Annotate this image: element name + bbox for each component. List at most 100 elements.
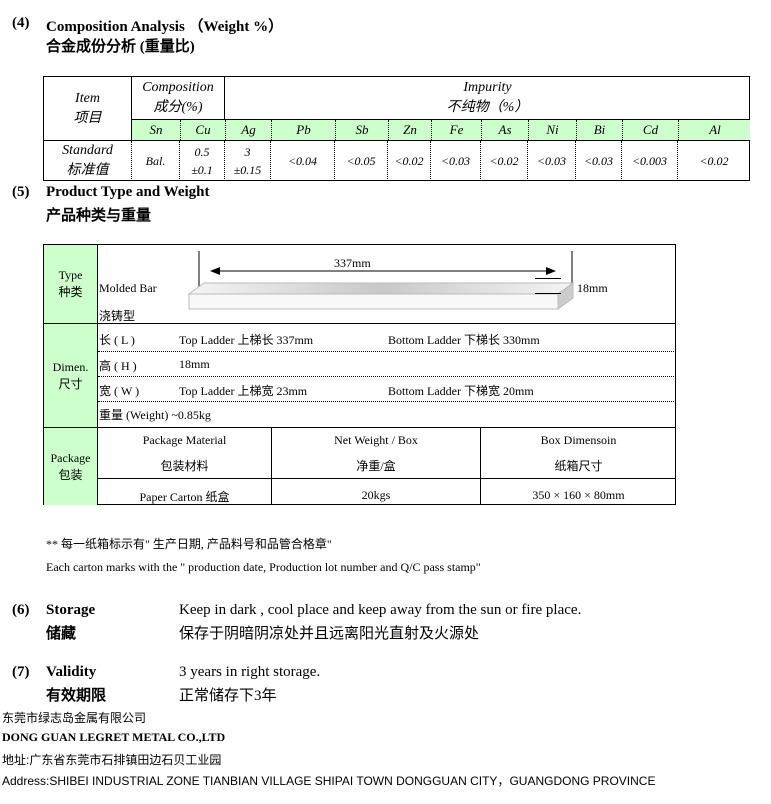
weight-value: 重量 (Weight) ~0.85kg xyxy=(99,408,211,422)
dimension-top: Top Ladder 上梯长 337mm xyxy=(179,333,314,347)
value-line: Bal. xyxy=(145,154,166,168)
section-4-title-cn: 合金成份分析 (重量比) xyxy=(46,39,195,55)
section-7-number: (7) xyxy=(12,664,30,680)
item-cn: 项目 xyxy=(73,110,102,126)
validity-title-cn: 有效期限 xyxy=(46,688,107,704)
bar-height-label: 18mm xyxy=(577,281,608,295)
divider xyxy=(97,478,676,479)
carton-note-en: Each carton marks with the " production … xyxy=(46,560,481,574)
composition-en: Composition xyxy=(142,80,214,95)
standard-values-row: Bal. 0.5 ±0.1 3 ±0.15 <0.04 <0.05 <0.02 <0.03 <0.… xyxy=(131,140,750,181)
impurity-en: Impurity xyxy=(463,80,512,95)
element-header-bi: Bi xyxy=(576,120,622,140)
package-header: 纸箱尺寸 xyxy=(554,459,603,473)
element-header-sn: Sn xyxy=(149,122,163,137)
standard-value-bi: <0.03 xyxy=(575,141,621,181)
divider xyxy=(480,427,481,505)
value-line: <0.03 xyxy=(440,154,471,168)
standard-cn: 标准值 xyxy=(66,163,109,178)
divider xyxy=(98,401,676,402)
value-line: 3 xyxy=(244,145,251,159)
composition-table: Item 项目 Composition 成分(%) Impurity 不纯物（%） S… xyxy=(43,76,750,181)
dimension-bottom: Bottom Ladder 下梯宽 20mm xyxy=(388,384,534,398)
value-line: <0.02 xyxy=(394,154,424,168)
product-table: Type 种类 Dimen. 尺寸 Package 包装 Molded Bar 浇铸型… xyxy=(43,244,676,505)
divider xyxy=(98,376,676,377)
type-value-en: Molded Bar xyxy=(99,281,157,295)
element-header-sb: Sb xyxy=(335,120,388,140)
type-value-cn: 浇铸型 xyxy=(99,309,136,323)
value-line: ±0.15 xyxy=(233,163,262,177)
standard-value-ag: 3 ±0.15 xyxy=(224,141,270,181)
value-line: ±0.1 xyxy=(191,163,213,177)
dimension-label: 长 ( L ) xyxy=(99,333,135,347)
package-header: 包装材料 xyxy=(160,459,209,473)
value-line: <0.03 xyxy=(583,154,614,168)
element-header-as: As xyxy=(481,120,528,140)
package-header: Box Dimensoin xyxy=(540,433,617,447)
address-cn: 地址:广东省东莞市石排镇田边石贝工业园 xyxy=(2,753,222,767)
type-cn: 种类 xyxy=(58,285,83,299)
section-5-title-cn: 产品种类与重量 xyxy=(46,208,152,224)
dimension-label: 高 ( H ) xyxy=(99,359,137,373)
standard-value-fe: <0.03 xyxy=(430,141,480,181)
storage-text: Keep in dark , cool place and keep away … xyxy=(179,602,582,618)
validity-text: 3 years in right storage. xyxy=(179,664,321,680)
height-mark xyxy=(535,293,561,294)
divider xyxy=(97,323,676,324)
package-label: Package 包装 xyxy=(44,427,97,505)
divider xyxy=(271,427,272,505)
item-en: Item xyxy=(75,90,100,106)
section-4-number: (4) xyxy=(12,15,30,31)
storage-title: Storage xyxy=(46,602,96,618)
element-header-cd: Cd xyxy=(622,120,678,140)
standard-value-cu: 0.5 ±0.1 xyxy=(179,141,224,181)
type-en: Type xyxy=(58,268,83,282)
value-line: <0.05 xyxy=(346,154,376,168)
value-line: <0.04 xyxy=(287,154,318,168)
molded-bar-drawing xyxy=(187,251,575,310)
section-5-number: (5) xyxy=(12,184,30,200)
element-header-ni: Ni xyxy=(528,120,576,140)
package-en: Package xyxy=(50,450,91,465)
dimension-label: 宽 ( W ) xyxy=(99,384,140,398)
divider xyxy=(97,245,98,505)
dimen-label: Dimen. 尺寸 xyxy=(44,323,97,427)
package-value: 350 × 160 × 80mm xyxy=(532,488,625,502)
address-en: Address:SHIBEI INDUSTRIAL ZONE TIANBIAN … xyxy=(2,774,656,788)
standard-label: Standard 标准值 xyxy=(44,140,131,181)
value-line: <0.02 xyxy=(699,154,729,168)
validity-text-cn: 正常储存下3年 xyxy=(179,688,277,704)
divider xyxy=(98,351,676,352)
type-label: Type 种类 xyxy=(44,245,97,323)
company-name-en: DONG GUAN LEGRET METAL CO.,LTD xyxy=(2,730,226,744)
standard-value-al: <0.02 xyxy=(677,141,750,181)
element-header-zn: Zn xyxy=(388,120,431,140)
carton-note-cn: ** 每一纸箱标示有" 生产日期, 产品料号和品管合格章" xyxy=(46,537,332,551)
value-line: <0.02 xyxy=(489,154,519,168)
divider xyxy=(97,427,676,428)
section-5-title: Product Type and Weight xyxy=(46,184,210,200)
element-header-ag: Ag xyxy=(225,120,271,140)
impurity-header: Impurity 不纯物（%） xyxy=(224,77,750,119)
dimension-top: Top Ladder 上梯宽 23mm xyxy=(179,384,308,398)
value-line: <0.03 xyxy=(536,154,567,168)
standard-value-sn: Bal. xyxy=(131,141,179,181)
package-cn: 包装 xyxy=(58,467,83,482)
dimension-bottom: Bottom Ladder 下梯长 330mm xyxy=(388,333,540,347)
storage-text-cn: 保存于阴暗阴凉处并且远离阳光直射及火源处 xyxy=(179,626,480,642)
item-header: Item 项目 xyxy=(44,77,131,140)
package-value: 20kgs xyxy=(361,488,391,502)
impurity-cn: 不纯物（%） xyxy=(446,100,529,115)
composition-header: Composition 成分(%) xyxy=(131,77,224,119)
height-mark xyxy=(535,278,561,279)
standard-value-cd: <0.003 xyxy=(621,141,677,181)
element-header-row: Sn Cu Ag Pb Sb Zn Fe As Ni Bi Cd Al xyxy=(131,119,750,140)
validity-title: Validity xyxy=(46,664,97,680)
storage-title-cn: 储藏 xyxy=(46,626,77,642)
value-line: 0.5 xyxy=(194,145,210,159)
standard-value-sb: <0.05 xyxy=(334,141,387,181)
value-line: <0.003 xyxy=(631,154,668,168)
section-6-number: (6) xyxy=(12,602,30,618)
element-header-fe: Fe xyxy=(431,120,481,140)
